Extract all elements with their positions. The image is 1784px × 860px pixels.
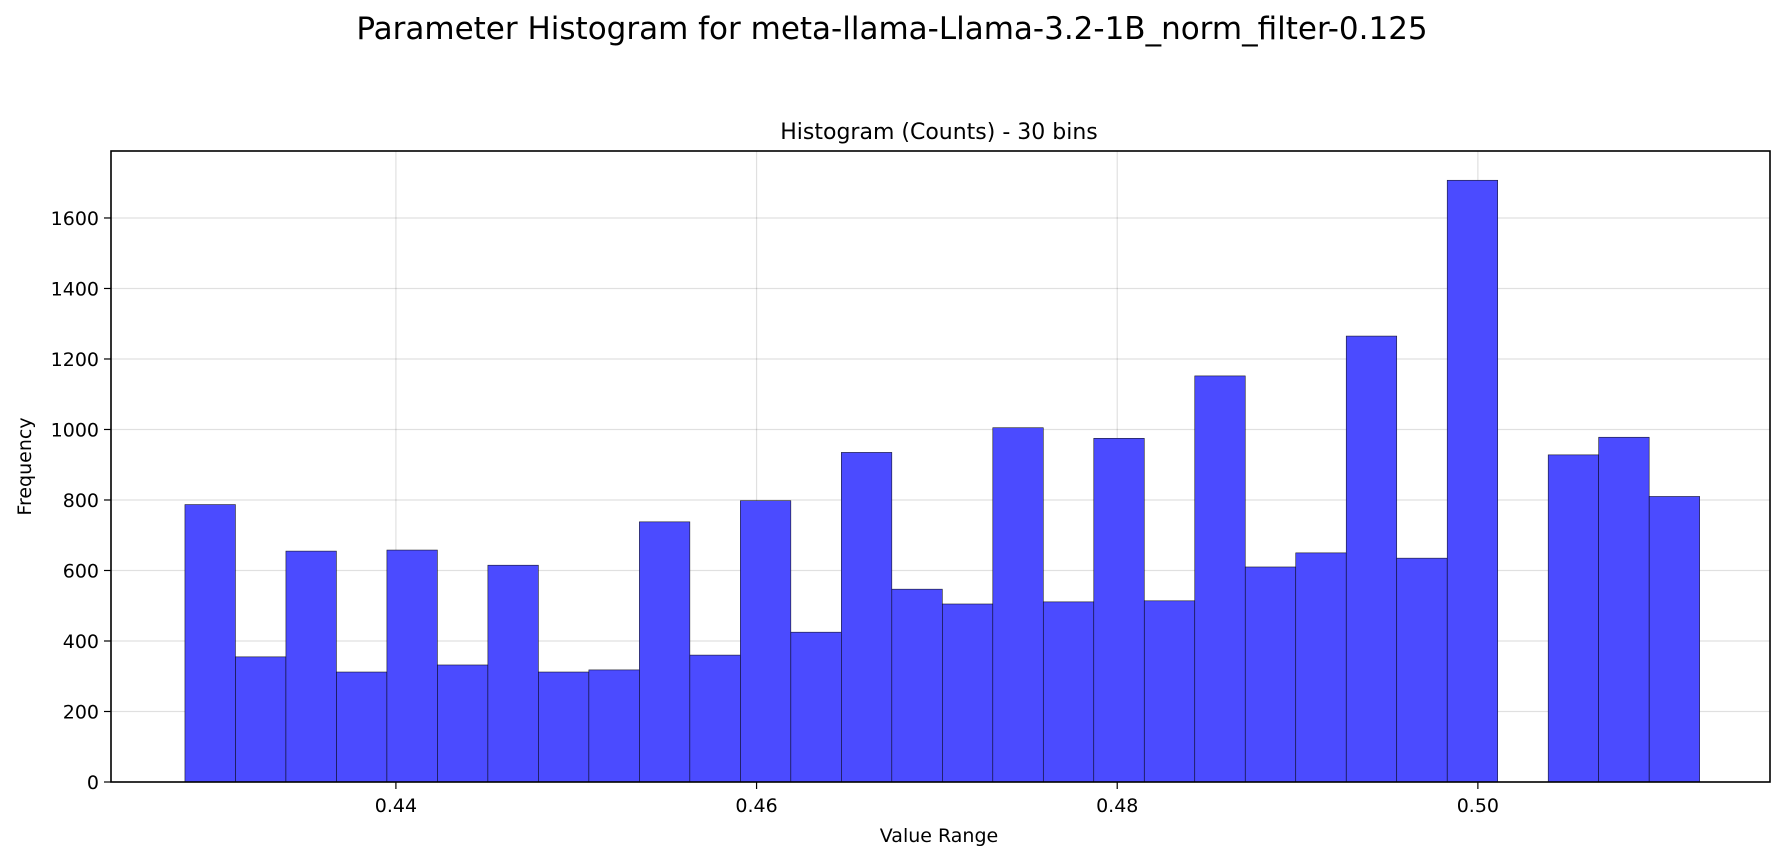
histogram-bar xyxy=(891,588,943,783)
x-tick-label: 0.46 xyxy=(735,795,777,817)
x-tick-label: 0.48 xyxy=(1096,795,1138,817)
histogram-bar xyxy=(1396,557,1448,783)
histogram-bar xyxy=(942,603,994,783)
y-axis-ticks: 0 200 400 600 800 1000 1200 1400 1600 xyxy=(51,208,111,794)
histogram-bar xyxy=(1244,566,1297,783)
y-tick-label: 800 xyxy=(63,490,99,512)
y-tick-label: 0 xyxy=(87,772,99,794)
histogram-bar xyxy=(1598,436,1650,783)
plot-area-frame xyxy=(110,150,1771,783)
histogram-bar xyxy=(1345,335,1398,783)
figure-suptitle: Parameter Histogram for meta-llama-Llama… xyxy=(356,11,1427,47)
y-tick-label: 1400 xyxy=(51,278,99,300)
y-tick-label: 400 xyxy=(63,631,99,653)
x-axis-ticks: 0.44 0.46 0.48 0.50 xyxy=(375,782,1499,817)
histogram-bar xyxy=(1547,454,1599,783)
histogram-bar xyxy=(235,656,287,783)
histogram-bar xyxy=(1042,601,1095,783)
histogram-bar xyxy=(1093,437,1145,783)
histogram-bar xyxy=(1446,179,1499,783)
histogram-bar xyxy=(1194,375,1246,783)
histogram-bar xyxy=(437,664,489,783)
y-tick-label: 200 xyxy=(63,701,99,723)
y-tick-label: 1000 xyxy=(51,419,99,441)
histogram-bar xyxy=(285,550,337,783)
histogram-bar xyxy=(740,500,792,783)
histogram-bar xyxy=(1295,552,1347,783)
histogram-bar xyxy=(184,504,236,783)
histogram-bar xyxy=(639,521,691,783)
y-tick-label: 1200 xyxy=(51,349,99,371)
bars xyxy=(184,179,1700,783)
histogram-bar xyxy=(1143,600,1196,783)
y-tick-label: 600 xyxy=(63,560,99,582)
histogram-bar xyxy=(336,671,388,783)
chart-title: Histogram (Counts) - 30 bins xyxy=(780,120,1097,145)
x-axis-label: Value Range xyxy=(880,825,998,847)
histogram-bar xyxy=(841,452,893,783)
histogram-bar xyxy=(1648,496,1700,783)
histogram-bar xyxy=(386,549,438,783)
histogram-bar xyxy=(588,669,640,783)
x-tick-label: 0.50 xyxy=(1457,795,1499,817)
histogram-bar xyxy=(992,427,1044,783)
histogram-bar xyxy=(487,564,539,783)
histogram-bar xyxy=(538,671,590,783)
y-tick-label: 1600 xyxy=(51,208,99,230)
x-tick-label: 0.44 xyxy=(375,795,417,817)
histogram-bar xyxy=(689,654,741,783)
y-axis-label: Frequency xyxy=(14,417,36,515)
histogram-bar xyxy=(790,631,842,783)
